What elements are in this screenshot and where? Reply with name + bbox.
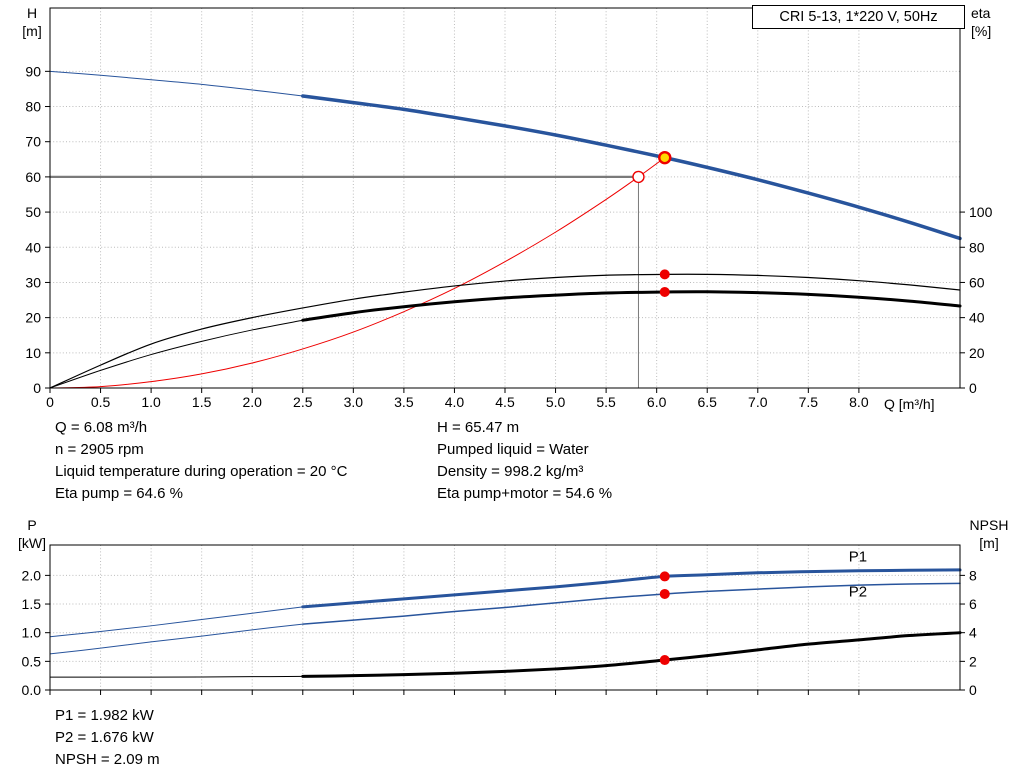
density-value: Density = 998.2 kg/m³	[437, 463, 584, 480]
npsh-value: NPSH = 2.09 m	[55, 751, 160, 768]
right-tick-label: 4	[969, 625, 977, 641]
x-tick-label: 5.5	[596, 394, 616, 410]
left-tick-label: 70	[25, 134, 41, 150]
x-tick-label: 4.5	[495, 394, 515, 410]
npsh-duty-marker	[659, 655, 670, 666]
flow-value: Q = 6.08 m³/h	[55, 419, 148, 436]
p1-duty-marker	[659, 571, 670, 582]
curve-system-curve	[49, 157, 666, 389]
right-tick-label: 8	[969, 567, 977, 583]
qh-eta-chart: 0 0.5 1.0 1.5 2.0 2.5 3.0 3.5 4.0 4.5 5.0 5.5 6.0 6.5…	[25, 7, 993, 410]
curve-label-p1: P1	[849, 549, 867, 566]
head-value: H = 65.47 m	[437, 419, 520, 436]
x-tick-label: 1.0	[141, 394, 161, 410]
eta-pump-duty-marker	[659, 269, 670, 280]
p2-value: P2 = 1.676 kW	[55, 729, 154, 746]
curve-eta-pump-motor-extension	[49, 319, 304, 389]
right-tick-label: 0	[969, 682, 977, 698]
duty-point-marker	[658, 150, 672, 165]
x-tick-label: 6.5	[697, 394, 717, 410]
x-tick-label: 6.0	[647, 394, 667, 410]
operating-data-right: H = 65.47 m Pumped liquid = Water Densit…	[437, 417, 612, 505]
curve-p1-curve	[301, 568, 962, 609]
liquid-temperature-value: Liquid temperature during operation = 20…	[55, 463, 348, 480]
eta-axis-title: eta [%]	[971, 4, 1019, 40]
left-tick-label: 0	[33, 380, 41, 396]
h-axis-title: H [m]	[13, 4, 51, 40]
eta-pump-value: Eta pump = 64.6 %	[55, 485, 183, 502]
left-tick-label: 50	[25, 204, 41, 220]
x-tick-label: 0.5	[91, 394, 111, 410]
pump-designation-box: CRI 5-13, 1*220 V, 50Hz	[752, 5, 965, 29]
pumped-liquid-value: Pumped liquid = Water	[437, 441, 589, 458]
plot-frame	[49, 544, 961, 691]
left-tick-label: 0.0	[22, 682, 42, 698]
eta-pump-motor-value: Eta pump+motor = 54.6 %	[437, 485, 613, 502]
left-tick-label: 2.0	[22, 567, 42, 583]
right-tick-label: 100	[969, 204, 993, 220]
curve-npsh-extension	[49, 675, 304, 678]
x-tick-label: 2.0	[242, 394, 262, 410]
x-tick-label: 1.5	[192, 394, 212, 410]
x-tick-label: 3.0	[344, 394, 364, 410]
right-tick-label: 80	[969, 239, 985, 255]
left-tick-label: 80	[25, 99, 41, 115]
x-tick-label: 8.0	[849, 394, 869, 410]
npsh-axis-title: NPSH [m]	[964, 516, 1014, 552]
p1-value: P1 = 1.982 kW	[55, 707, 154, 724]
left-tick-label: 1.0	[22, 625, 42, 641]
curve-eta-pump-motor-curve	[301, 290, 962, 322]
left-tick-label: 20	[25, 310, 41, 326]
x-tick-label: 4.0	[445, 394, 465, 410]
curve-p1-extension	[49, 606, 304, 638]
curve-eta-pump-curve	[49, 273, 961, 389]
curve-npsh-curve	[301, 631, 962, 678]
operating-data-left: Q = 6.08 m³/h n = 2905 rpm Liquid temper…	[55, 417, 347, 505]
npsh-axis-symbol: NPSH	[969, 517, 1009, 533]
right-tick-label: 6	[969, 596, 977, 612]
x-tick-label: 7.0	[748, 394, 768, 410]
right-tick-label: 2	[969, 653, 977, 669]
h-axis-unit: [m]	[22, 23, 42, 39]
eta-axis-symbol: eta	[971, 5, 991, 21]
right-tick-label: 40	[969, 310, 985, 326]
p-axis-symbol: P	[27, 517, 37, 533]
right-tick-label: 20	[969, 345, 985, 361]
p-axis-unit: [kW]	[18, 535, 46, 551]
speed-value: n = 2905 rpm	[55, 441, 144, 458]
left-tick-label: 30	[25, 274, 41, 290]
curve-qh-curve	[301, 94, 962, 241]
curve-qh-extension	[49, 70, 304, 97]
q-axis-title: Q [m³/h]	[884, 396, 935, 412]
npsh-axis-unit: [m]	[979, 535, 999, 551]
right-tick-label: 60	[969, 274, 985, 290]
curve-p2-extension	[49, 623, 304, 655]
curve-p2-curve	[302, 582, 961, 625]
left-tick-label: 90	[25, 63, 41, 79]
requested-duty-marker	[632, 170, 645, 184]
left-tick-label: 1.5	[22, 596, 42, 612]
x-tick-label: 5.0	[546, 394, 566, 410]
h-axis-symbol: H	[26, 5, 38, 21]
eta-axis-unit: [%]	[971, 23, 992, 39]
x-tick-label: 2.5	[293, 394, 313, 410]
x-tick-label: 7.5	[799, 394, 819, 410]
p2-duty-marker	[659, 588, 670, 599]
p-axis-title: P [kW]	[11, 516, 53, 552]
left-tick-label: 40	[25, 239, 41, 255]
right-tick-label: 0	[969, 380, 977, 396]
x-tick-label: 0	[46, 394, 54, 410]
left-tick-label: 60	[25, 169, 41, 185]
curve-label-p2: P2	[849, 584, 867, 601]
x-tick-label: 3.5	[394, 394, 414, 410]
left-tick-label: 10	[25, 345, 41, 361]
power-data-block: P1 = 1.982 kW P2 = 1.676 kW NPSH = 2.09 …	[55, 705, 160, 771]
eta-pump-motor-duty-marker	[659, 286, 670, 297]
left-tick-label: 0.5	[22, 653, 42, 669]
power-npsh-chart: 0.0 0.5 1.0 1.5 2.0 0 2 4 6 8 P1 P2	[22, 544, 977, 698]
